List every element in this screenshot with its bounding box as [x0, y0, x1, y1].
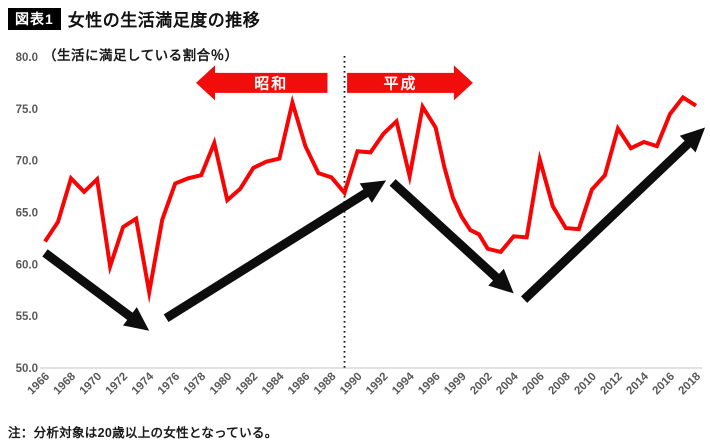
x-axis-label: 1999 [442, 371, 469, 398]
trend-arrow-head [123, 307, 150, 331]
chart-header: 図表1 女性の生活満足度の推移 [8, 6, 260, 31]
y-axis-label: 60.0 [16, 259, 38, 271]
trend-arrow-shaft [389, 179, 504, 285]
era-arrow-label: 昭和 [254, 75, 288, 92]
y-axis-label: 70.0 [16, 156, 38, 168]
x-axis-label: 1972 [104, 371, 131, 398]
era-arrow-showa [196, 65, 328, 101]
x-axis-label: 2004 [494, 370, 521, 397]
chart-title: 女性の生活満足度の推移 [67, 11, 261, 30]
trend-arrow-shaft [42, 249, 138, 324]
trend-arrow-shaft [163, 186, 374, 323]
x-axis-label: 1974 [130, 370, 157, 397]
x-axis-label: 1984 [260, 370, 287, 397]
figure-number-badge: 図表1 [8, 7, 61, 30]
x-axis-label: 1980 [208, 371, 235, 398]
x-axis-label: 1970 [78, 371, 105, 398]
footnote: 注：分析対象は20歳以上の女性となっている。 [8, 426, 278, 440]
trend-arrow-shaft [520, 136, 696, 303]
x-axis-label: 2006 [520, 371, 547, 398]
trend-arrow-head [488, 268, 514, 294]
x-axis-label: 1996 [416, 371, 443, 398]
x-axis-label: 2012 [598, 371, 625, 398]
y-axis-label: 50.0 [16, 363, 38, 375]
x-axis-label: 1982 [234, 371, 261, 398]
x-axis-label: 2010 [572, 371, 599, 398]
y-axis-label: 65.0 [16, 208, 38, 220]
y-axis-label: 55.0 [16, 311, 38, 323]
era-arrow-heisei [347, 65, 473, 101]
x-axis-label: 2002 [468, 371, 495, 398]
x-axis-label: 1992 [364, 371, 391, 398]
x-axis-label: 1994 [390, 370, 417, 397]
x-axis-label: 2014 [624, 370, 651, 397]
x-axis-label: 1978 [182, 370, 209, 397]
x-axis-label: 1968 [52, 370, 79, 397]
satisfaction-line [43, 94, 698, 304]
y-axis-label: 80.0 [16, 52, 38, 64]
trend-arrow-head [679, 127, 706, 153]
era-arrow-label: 平成 [383, 74, 417, 92]
x-axis-label: 2018 [677, 370, 704, 397]
x-axis-label: 1976 [156, 371, 183, 398]
x-axis-label: 1988 [312, 370, 339, 397]
x-axis-label: 2008 [546, 370, 573, 397]
chart-subtitle: （生活に満足している割合％） [43, 48, 239, 63]
y-axis-label: 75.0 [16, 104, 38, 116]
x-axis-label: 1990 [338, 371, 365, 398]
x-axis-label: 2016 [651, 371, 678, 398]
x-axis-label: 1986 [286, 371, 313, 398]
trend-arrow-head [359, 180, 387, 203]
